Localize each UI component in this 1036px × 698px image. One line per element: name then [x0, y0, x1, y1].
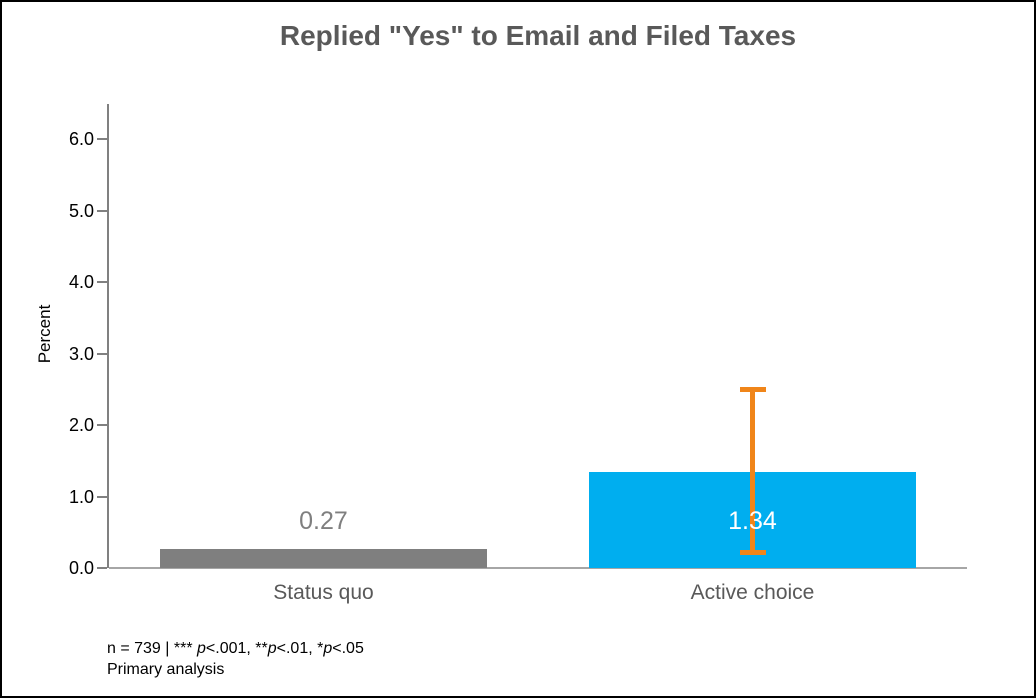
- x-category-label: Status quo: [273, 581, 374, 604]
- footnote-segment: n = 739 | ***: [107, 640, 197, 657]
- y-tick-label: 0.0: [68, 558, 94, 578]
- y-tick-label: 1.0: [68, 486, 94, 507]
- bar-value-label: 1.34: [728, 507, 777, 535]
- y-tick: [97, 209, 107, 212]
- y-tick: [97, 495, 107, 498]
- bar-status-quo: [160, 548, 487, 568]
- x-category-label: Active choice: [690, 581, 815, 604]
- error-bar-cap-bottom: [739, 550, 766, 556]
- y-tick: [97, 424, 107, 426]
- y-tick-label: 5.0: [68, 200, 94, 221]
- y-tick-label: 6.0: [68, 129, 94, 149]
- y-tick: [97, 281, 107, 283]
- y-tick: [97, 352, 107, 355]
- y-tick-label: 3.0: [68, 343, 94, 364]
- footnote-line-1: n = 739 | *** p<.001, **p<.01, *p<.05: [107, 638, 364, 659]
- y-tick-label: 2.0: [68, 415, 94, 435]
- error-bar-cap-top: [739, 387, 766, 393]
- footnote-segment: <.01, *: [276, 640, 324, 657]
- bar-value-label: 0.27: [299, 507, 348, 535]
- footnote-italic-segment: p: [323, 640, 333, 657]
- error-bar-line: [750, 387, 755, 556]
- chart-title: Replied "Yes" to Email and Filed Taxes: [279, 20, 797, 51]
- y-tick: [97, 567, 107, 569]
- footnote-segment: <.001, **: [205, 640, 268, 657]
- y-tick-label: 4.0: [68, 272, 94, 292]
- footnote-italic-segment: p: [267, 640, 277, 657]
- y-tick: [97, 138, 107, 140]
- x-axis-line: [109, 567, 967, 569]
- footnote-line-2: Primary analysis: [107, 661, 225, 678]
- footnote-segment: <.05: [332, 640, 364, 657]
- footnote-italic-segment: p: [197, 640, 206, 657]
- y-axis-line: [107, 104, 109, 568]
